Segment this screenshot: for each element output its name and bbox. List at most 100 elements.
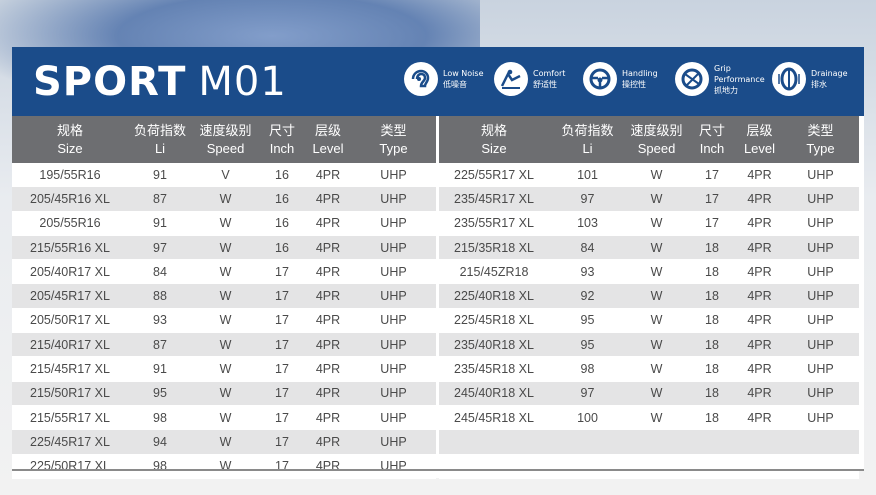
- table-cell: 4PR: [305, 186, 351, 212]
- table-cell: UHP: [782, 381, 859, 406]
- column-header: 类型 Type: [782, 116, 859, 163]
- table-cell: 235/55R17 XL: [439, 211, 549, 236]
- feature-en-2: Performance: [714, 74, 765, 84]
- column-header: 速度级别 Speed: [192, 116, 259, 163]
- table-cell: 16: [259, 211, 305, 236]
- table-cell: 16: [259, 235, 305, 261]
- table-cell: 18: [687, 381, 737, 406]
- table-cell-empty: [782, 454, 859, 479]
- grip-icon: [675, 62, 709, 96]
- table-cell: 87: [128, 332, 192, 358]
- column-header-en: Size: [57, 140, 83, 156]
- table-cell: 98: [128, 405, 192, 431]
- table-cell: 92: [549, 283, 626, 309]
- table-cell: W: [192, 381, 259, 406]
- table-cell: 17: [259, 381, 305, 406]
- table-cell: 215/50R17 XL: [12, 381, 128, 406]
- column-separator: [436, 381, 439, 406]
- table-cell: V: [192, 163, 259, 188]
- table-cell: 93: [128, 308, 192, 334]
- column-header-en: Speed: [637, 140, 676, 156]
- table-cell: W: [192, 429, 259, 455]
- table-cell: UHP: [782, 308, 859, 334]
- table-cell: 215/55R16 XL: [12, 235, 128, 261]
- table-row: 205/45R16 XL 87 W 16 4PR UHP 235/45R17 XL 97 W 17…: [12, 186, 859, 212]
- table-cell: 225/45R18 XL: [439, 308, 549, 334]
- table-cell: 205/50R17 XL: [12, 308, 128, 334]
- table-cell: 4PR: [737, 186, 782, 212]
- table-row: 215/45R17 XL 91 W 17 4PR UHP 235/45R18 XL 98 W 18…: [12, 356, 859, 382]
- table-cell: 4PR: [737, 259, 782, 285]
- feature-zh: 操控性: [622, 80, 646, 89]
- feature-en: Low Noise: [443, 69, 484, 78]
- column-separator: [436, 405, 439, 430]
- table-cell: 195/55R16: [12, 163, 128, 188]
- column-separator: [436, 454, 439, 479]
- column-header-zh: 层级: [746, 122, 773, 138]
- column-header-en: Speed: [206, 140, 245, 156]
- table-cell: UHP: [351, 235, 436, 261]
- column-header: 速度级别 Speed: [626, 116, 687, 163]
- column-header: 尺寸 Inch: [259, 116, 305, 163]
- column-header-en: Type: [379, 140, 408, 156]
- feature-grip: Grip Performance 抓地力: [675, 62, 765, 96]
- table-cell: 225/55R17 XL: [439, 163, 549, 188]
- table-cell: 215/40R17 XL: [12, 332, 128, 358]
- column-separator: [436, 429, 439, 455]
- table-cell: 4PR: [737, 381, 782, 406]
- table-cell: UHP: [782, 405, 859, 431]
- table-cell: 225/40R18 XL: [439, 283, 549, 309]
- table-cell: UHP: [782, 259, 859, 285]
- column-header-zh: 类型: [380, 122, 407, 138]
- table-cell: UHP: [351, 211, 436, 236]
- table-cell: 205/40R17 XL: [12, 259, 128, 285]
- table-cell: 215/35R18 XL: [439, 235, 549, 261]
- table-cell: W: [192, 308, 259, 334]
- table-cell: 17: [687, 186, 737, 212]
- table-cell: 215/55R17 XL: [12, 405, 128, 431]
- spec-table: 规格 Size 负荷指数 Li 速度级别 Speed 尺寸 Inch 层级 Level 类型 Type…: [12, 116, 859, 479]
- table-cell: W: [192, 283, 259, 309]
- table-cell: 4PR: [737, 332, 782, 358]
- feature-zh: 舒适性: [533, 80, 557, 89]
- column-header: 尺寸 Inch: [687, 116, 737, 163]
- table-row: 215/50R17 XL 95 W 17 4PR UHP 245/40R18 XL 97 W 18…: [12, 381, 859, 406]
- table-cell: 4PR: [305, 454, 351, 479]
- table-cell: 18: [687, 259, 737, 285]
- column-header: 负荷指数 Li: [549, 116, 626, 163]
- column-header-zh: 负荷指数: [133, 122, 186, 138]
- table-cell: 205/45R17 XL: [12, 283, 128, 309]
- table-cell: UHP: [782, 356, 859, 382]
- table-cell: 4PR: [305, 308, 351, 334]
- table-row: 205/55R16 91 W 16 4PR UHP 235/55R17 XL 103 W 17 4P…: [12, 211, 859, 236]
- table-cell: UHP: [351, 186, 436, 212]
- table-cell: 4PR: [305, 429, 351, 455]
- table-cell: W: [626, 211, 687, 236]
- column-separator: [436, 259, 439, 284]
- table-cell: 98: [128, 454, 192, 479]
- column-separator: [436, 356, 439, 382]
- table-cell: 18: [687, 405, 737, 431]
- feature-en: Comfort: [533, 69, 566, 78]
- column-header-en: Size: [481, 140, 507, 156]
- table-cell: 100: [549, 405, 626, 431]
- comfort-icon: [494, 62, 528, 96]
- column-separator: [436, 163, 439, 187]
- table-cell: 91: [128, 163, 192, 188]
- table-cell: 97: [549, 381, 626, 406]
- table-cell-empty: [687, 454, 737, 479]
- title-bold: SPORT: [33, 59, 187, 105]
- table-cell: W: [192, 259, 259, 285]
- table-cell: 225/50R17 XL: [12, 454, 128, 479]
- column-header-en: Inch: [699, 140, 725, 156]
- column-header-zh: 规格: [56, 122, 83, 138]
- table-cell: UHP: [782, 186, 859, 212]
- table-cell: 205/55R16: [12, 211, 128, 236]
- table-body: 195/55R16 91 V 16 4PR UHP 225/55R17 XL 101 W 17 4P…: [12, 163, 859, 479]
- feature-zh: 低噪音: [443, 80, 467, 89]
- table-cell: UHP: [782, 283, 859, 309]
- table-row: 205/45R17 XL 88 W 17 4PR UHP 225/40R18 XL 92 W 18…: [12, 283, 859, 309]
- table-cell: UHP: [351, 259, 436, 285]
- table-cell: 17: [259, 356, 305, 382]
- column-separator: [436, 116, 439, 163]
